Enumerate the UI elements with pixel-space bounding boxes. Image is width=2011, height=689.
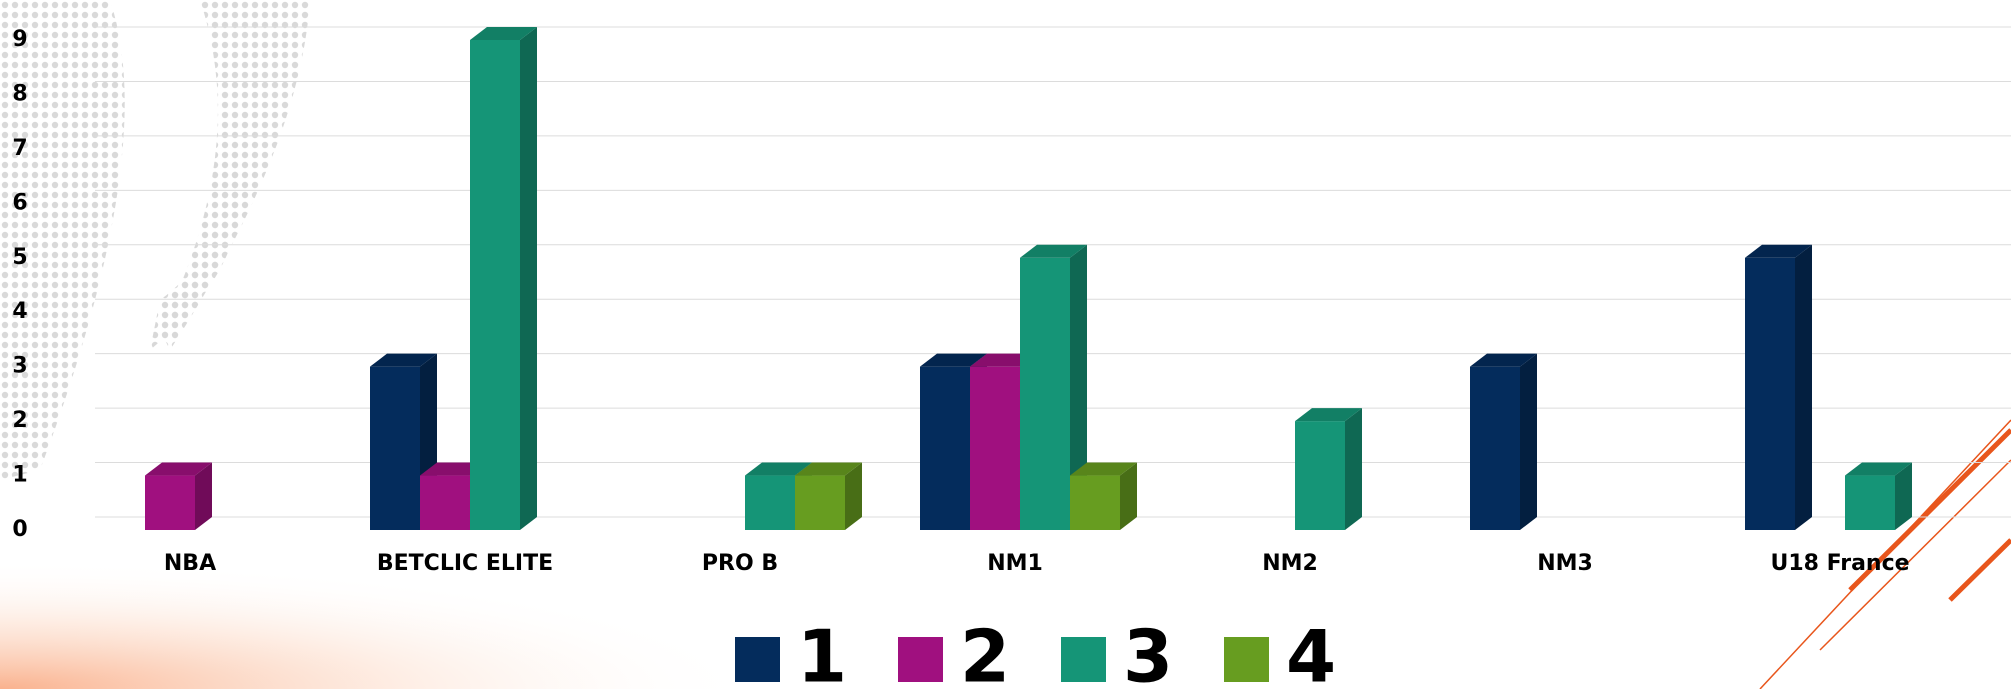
y-tick-label: 3: [12, 354, 27, 379]
x-tick-label: NM2: [1262, 551, 1318, 576]
legend-swatch: [898, 637, 943, 682]
bar-face: [1745, 257, 1795, 530]
bar-face: [1520, 353, 1537, 530]
bar: [145, 462, 212, 530]
bar: [1745, 244, 1812, 530]
bar-face: [845, 462, 862, 530]
y-tick-label: 1: [12, 463, 27, 488]
y-tick-label: 8: [12, 81, 27, 106]
x-tick-label: BETCLIC ELITE: [377, 551, 553, 576]
bar-face: [470, 27, 537, 40]
bar-face: [1845, 462, 1912, 476]
x-tick-label: NM1: [987, 551, 1043, 576]
legend-label: 4: [1286, 615, 1336, 689]
x-tick-label: NBA: [164, 551, 216, 576]
bar-face: [795, 462, 862, 476]
bar-face: [1295, 408, 1362, 422]
y-tick-label: 9: [12, 27, 27, 52]
bar-face: [970, 366, 1020, 530]
bar-face: [1795, 244, 1812, 530]
background-glow: [0, 560, 760, 689]
decor-lines: [1759, 419, 2011, 689]
bar-face: [420, 475, 470, 530]
bar-face: [1470, 366, 1520, 530]
bar-face: [1070, 244, 1087, 530]
bar-face: [745, 475, 795, 530]
y-tick-label: 7: [12, 136, 27, 161]
bar-face: [1345, 408, 1362, 530]
bar-face: [920, 353, 987, 367]
legend-label: 3: [1123, 615, 1173, 689]
bar: [1070, 462, 1137, 530]
bar: [1470, 353, 1537, 530]
x-tick-label: PRO B: [702, 551, 778, 576]
y-tick-label: 2: [12, 408, 27, 433]
bar: [1295, 408, 1362, 530]
bar-face: [1020, 244, 1087, 258]
bar-face: [1070, 462, 1137, 476]
y-tick-label: 0: [12, 517, 27, 542]
bar-face: [920, 366, 970, 530]
bar: [370, 353, 437, 530]
y-tick-label: 5: [12, 245, 27, 270]
bar-face: [370, 366, 420, 530]
bar-face: [370, 353, 437, 367]
bar-face: [1470, 353, 1537, 367]
bar-face: [1845, 475, 1895, 530]
bar-face: [195, 462, 212, 530]
bar-face: [1895, 462, 1912, 530]
bar-face: [745, 462, 812, 476]
y-tick-label: 6: [12, 190, 27, 215]
bar-face: [1745, 244, 1812, 258]
plot-area: 0 1 2 3 4 5 6 7 8 9 NBA BETCLIC ELITE PRO B NM1 NM2 NM3…: [12, 26, 2011, 689]
y-tick-label: 4: [12, 299, 27, 324]
bar-face: [1020, 257, 1070, 530]
bar-face: [470, 40, 520, 530]
bar-face: [145, 462, 212, 476]
bar-face: [145, 475, 195, 530]
legend-label: 2: [960, 615, 1010, 689]
bar: [1845, 462, 1912, 530]
legend-swatch: [1061, 637, 1106, 682]
legend-label: 1: [797, 615, 847, 689]
x-tick-label: NM3: [1537, 551, 1593, 576]
bar: [1020, 244, 1087, 530]
bar: [795, 462, 862, 530]
bar-face: [1120, 462, 1137, 530]
bar-face: [1295, 421, 1345, 530]
legend-swatch: [1224, 637, 1269, 682]
bar-face: [1070, 475, 1120, 530]
bar: [470, 27, 537, 530]
bar-face: [520, 27, 537, 530]
legend-swatch: [735, 637, 780, 682]
decor-dots: [0, 0, 310, 480]
bar-face: [795, 475, 845, 530]
x-tick-label: U18 France: [1770, 551, 1909, 576]
